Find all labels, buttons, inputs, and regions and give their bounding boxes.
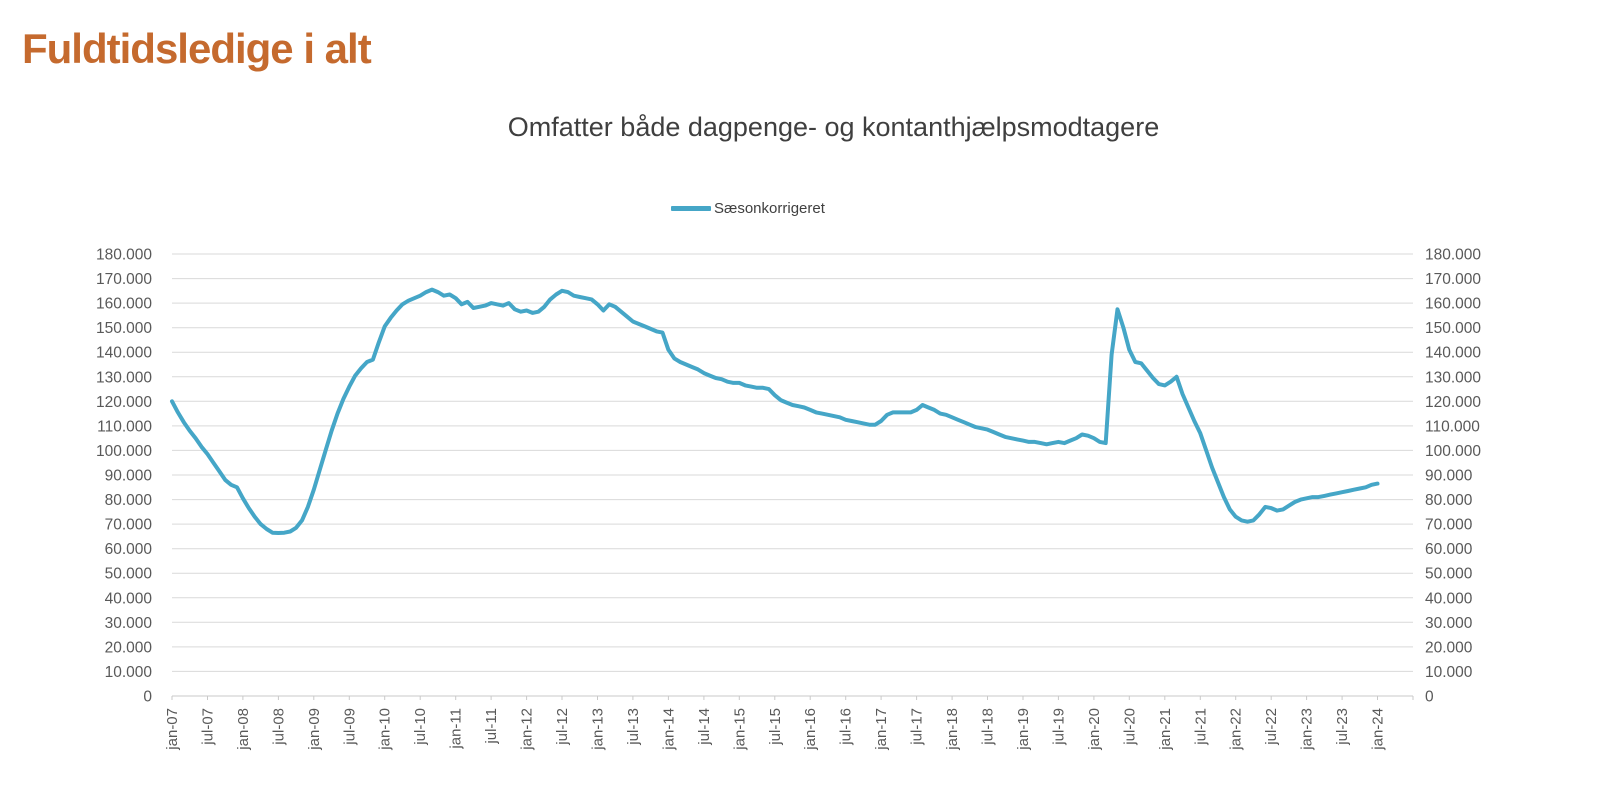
y-tick-label-left: 80.000 (105, 492, 153, 509)
x-tick-label: jul-11 (483, 708, 500, 745)
y-tick-label-right: 150.000 (1425, 320, 1481, 337)
y-tick-label-left: 170.000 (96, 271, 152, 288)
y-tick-label-left: 160.000 (96, 296, 152, 313)
x-tick-label: jan-08 (235, 708, 252, 751)
x-tick-label: jul-16 (838, 708, 855, 746)
x-tick-label: jul-22 (1263, 708, 1280, 746)
y-tick-label-right: 60.000 (1425, 541, 1473, 558)
x-tick-label: jan-11 (448, 708, 465, 750)
x-tick-label: jan-19 (1015, 708, 1032, 751)
x-tick-label: jan-22 (1228, 708, 1245, 751)
y-tick-label-left: 100.000 (96, 443, 152, 460)
x-tick-label: jul-10 (412, 708, 429, 746)
x-tick-label: jul-08 (270, 708, 287, 746)
y-tick-label-left: 150.000 (96, 320, 152, 337)
x-tick-label: jan-09 (306, 708, 323, 751)
x-tick-label: jul-21 (1192, 708, 1209, 746)
y-tick-label-left: 30.000 (105, 615, 153, 632)
y-tick-label-right: 140.000 (1425, 345, 1481, 362)
x-tick-label: jul-19 (1050, 708, 1067, 746)
y-tick-label-left: 70.000 (105, 517, 153, 534)
x-tick-label: jan-23 (1299, 708, 1316, 751)
y-tick-label-right: 110.000 (1425, 418, 1480, 435)
y-tick-label-right: 180.000 (1425, 247, 1481, 264)
y-tick-label-right: 160.000 (1425, 296, 1481, 313)
y-tick-label-left: 20.000 (105, 639, 153, 656)
page-title: Fuldtidsledige i alt (22, 25, 372, 72)
y-tick-label-right: 0 (1425, 689, 1434, 706)
x-tick-label: jan-17 (873, 708, 890, 751)
x-tick-label: jan-12 (519, 708, 536, 751)
y-tick-label-right: 20.000 (1425, 639, 1473, 656)
y-tick-label-right: 120.000 (1425, 394, 1481, 411)
x-tick-label: jan-07 (164, 708, 181, 751)
y-tick-label-right: 50.000 (1425, 566, 1473, 583)
y-tick-label-right: 40.000 (1425, 590, 1473, 607)
x-tick-label: jul-20 (1121, 708, 1138, 746)
x-tick-label: jul-09 (341, 708, 358, 746)
y-tick-label-right: 30.000 (1425, 615, 1473, 632)
x-tick-label: jul-12 (554, 708, 571, 746)
y-tick-label-left: 10.000 (105, 664, 153, 681)
y-tick-label-left: 180.000 (96, 247, 152, 264)
y-tick-label-left: 50.000 (105, 566, 153, 583)
y-tick-label-right: 80.000 (1425, 492, 1473, 509)
x-tick-label: jan-21 (1157, 708, 1174, 751)
y-tick-label-right: 100.000 (1425, 443, 1481, 460)
y-tick-label-right: 90.000 (1425, 468, 1473, 485)
x-tick-label: jan-18 (944, 708, 961, 751)
y-tick-label-right: 10.000 (1425, 664, 1473, 681)
legend-line-swatch (671, 205, 711, 211)
x-tick-label: jul-23 (1334, 708, 1351, 746)
x-tick-label: jan-10 (377, 708, 394, 751)
y-tick-label-right: 70.000 (1425, 517, 1473, 534)
y-tick-label-left: 0 (143, 689, 152, 706)
y-tick-label-right: 170.000 (1425, 271, 1481, 288)
y-tick-label-left: 60.000 (105, 541, 153, 558)
x-tick-label: jul-14 (696, 708, 713, 746)
x-tick-label: jul-17 (909, 708, 926, 746)
y-tick-label-left: 120.000 (96, 394, 152, 411)
y-tick-label-left: 110.000 (97, 418, 152, 435)
y-tick-label-right: 130.000 (1425, 369, 1481, 386)
x-tick-label: jul-07 (200, 708, 217, 746)
x-tick-label: jan-24 (1370, 708, 1387, 751)
x-tick-label: jul-18 (980, 708, 997, 746)
x-tick-label: jan-13 (590, 708, 607, 751)
x-tick-label: jan-14 (660, 708, 677, 751)
x-tick-label: jul-15 (767, 708, 784, 746)
series-line-saesonkorrigeret (170, 287, 1380, 535)
x-tick-label: jan-15 (731, 708, 748, 751)
legend: Sæsonkorrigeret (671, 200, 825, 216)
y-tick-label-left: 40.000 (105, 590, 153, 607)
legend-label: Sæsonkorrigeret (714, 199, 825, 217)
x-tick-label: jan-16 (802, 708, 819, 751)
y-tick-label-left: 140.000 (96, 345, 152, 362)
x-tick-label: jul-13 (625, 708, 642, 746)
chart-title: Omfatter både dagpenge- og kontanthjælps… (507, 112, 1160, 142)
x-tick-label: jan-20 (1086, 708, 1103, 751)
y-tick-label-left: 90.000 (105, 468, 153, 485)
y-tick-label-left: 130.000 (96, 369, 152, 386)
